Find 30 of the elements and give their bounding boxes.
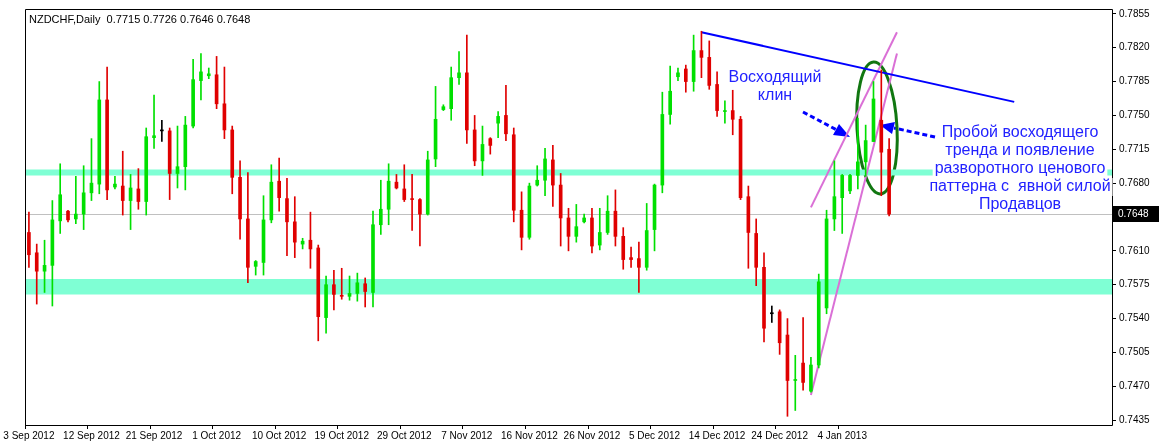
chart-title: NZDCHF,Daily 0.7715 0.7726 0.7646 0.7648 — [29, 13, 251, 25]
annotation: Пробой восходящего тренда и появление разворотного ценового паттерна с явной силой Продавцов — [929, 123, 1111, 213]
x-tick-label: 12 Sep 2012 — [63, 429, 121, 441]
y-tick-label: 0.7680 — [1119, 176, 1151, 188]
y-tick-label: 0.7715 — [1119, 143, 1151, 155]
y-tick-label: 0.7820 — [1119, 41, 1151, 53]
x-tick-label: 1 Oct 2012 — [192, 429, 242, 441]
x-tick-label: 24 Dec 2012 — [751, 429, 809, 441]
x-tick-label: 21 Sep 2012 — [125, 429, 183, 441]
y-tick-label: 0.7785 — [1119, 75, 1151, 87]
y-tick-label: 0.7750 — [1119, 109, 1151, 121]
x-tick-label: 14 Dec 2012 — [688, 429, 746, 441]
y-tick-label: 0.7575 — [1119, 278, 1151, 290]
x-tick-label: 16 Nov 2012 — [501, 429, 559, 441]
x-tick-label: 19 Oct 2012 — [314, 429, 370, 441]
x-tick-label: 4 Jan 2013 — [817, 429, 868, 441]
x-tick-label: 5 Dec 2012 — [628, 429, 681, 441]
annotation: Восходящий клин — [728, 68, 822, 104]
y-tick-label: 0.7610 — [1119, 244, 1151, 256]
ref-line-label: 0.7648 — [1118, 207, 1150, 219]
x-tick-label: 10 Oct 2012 — [251, 429, 307, 441]
x-tick-label: 26 Nov 2012 — [563, 429, 621, 441]
x-tick-label: 7 Nov 2012 — [441, 429, 493, 441]
x-tick-label: 29 Oct 2012 — [377, 429, 432, 441]
x-tick-label: 3 Sep 2012 — [3, 429, 55, 441]
y-tick-label: 0.7540 — [1119, 312, 1151, 324]
y-tick-label: 0.7855 — [1119, 7, 1151, 19]
y-tick-label: 0.7435 — [1119, 413, 1151, 425]
y-tick-label: 0.7505 — [1119, 346, 1151, 358]
y-tick-label: 0.7470 — [1119, 380, 1151, 392]
